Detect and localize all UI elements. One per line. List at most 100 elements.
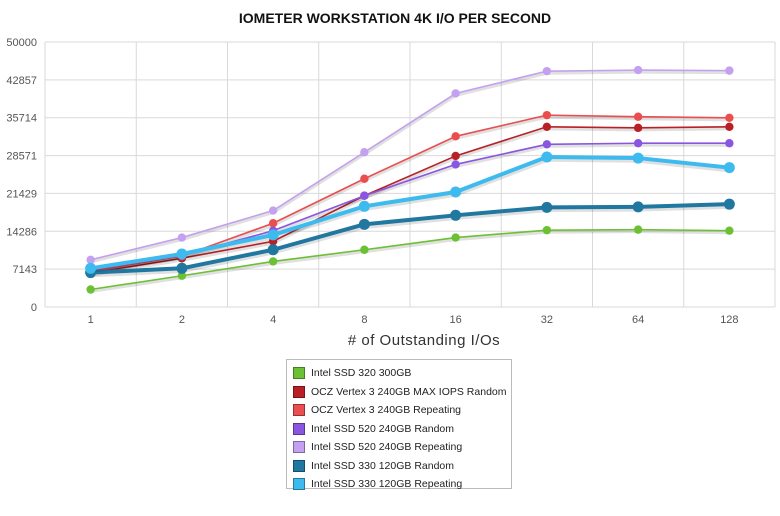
series-6: [85, 198, 735, 279]
series-7: [85, 151, 735, 274]
series-line-shadow: [90, 127, 730, 277]
data-point: [451, 233, 460, 242]
series-line: [90, 126, 730, 274]
data-point: [176, 248, 188, 260]
x-tick-label: 16: [450, 314, 462, 326]
series-line: [90, 202, 730, 275]
legend-item: OCZ Vertex 3 240GB MAX IOPS Random: [293, 383, 507, 402]
legend-swatch: [293, 459, 305, 472]
data-point: [633, 112, 643, 121]
data-point: [542, 122, 552, 131]
data-point: [360, 191, 369, 200]
y-tick-label: 28571: [6, 151, 37, 163]
legend-label: OCZ Vertex 3 240GB Repeating: [311, 404, 461, 417]
data-point: [86, 285, 95, 294]
series-line-shadow: [90, 143, 730, 274]
data-point: [360, 245, 369, 254]
legend-item: Intel SSD 330 120GB Random: [293, 457, 505, 476]
data-point: [542, 225, 552, 235]
data-point: [633, 65, 643, 75]
data-point: [723, 198, 735, 210]
data-point: [176, 262, 188, 274]
y-tick-label: 14286: [6, 226, 37, 238]
series-line-shadow: [90, 230, 730, 294]
y-tick-label: 42857: [6, 75, 37, 87]
legend-item: Intel SSD 520 240GB Random: [293, 420, 505, 439]
x-axis-label: # of Outstanding I/Os: [348, 332, 500, 349]
data-point: [632, 201, 644, 213]
x-axis: 1 2 4 8 16 32 64 128: [88, 314, 739, 326]
data-point: [267, 229, 279, 241]
data-point: [725, 226, 734, 235]
data-point: [85, 262, 97, 274]
y-tick-label: 0: [31, 302, 37, 314]
legend-label: Intel SSD 330 120GB Random: [311, 459, 455, 472]
legend-label: OCZ Vertex 3 240GB MAX IOPS Random: [311, 385, 507, 398]
legend-label: Intel SSD 330 120GB Repeating: [311, 478, 463, 491]
data-point: [632, 152, 644, 164]
legend-label: Intel SSD 320 300GB: [311, 367, 412, 380]
data-point: [450, 186, 462, 198]
data-point: [267, 244, 279, 256]
data-point: [268, 206, 278, 215]
data-point: [268, 219, 278, 228]
data-point: [725, 113, 734, 122]
x-tick-label: 2: [179, 314, 185, 326]
data-point: [451, 89, 460, 98]
data-point: [451, 160, 460, 169]
series-line: [90, 69, 730, 261]
legend-swatch: [293, 385, 305, 398]
grid: [44, 41, 776, 308]
data-point: [542, 66, 552, 76]
legend-item: Intel SSD 320 300GB: [293, 364, 505, 383]
data-point: [723, 162, 735, 174]
legend-label: Intel SSD 520 240GB Repeating: [311, 441, 463, 454]
series-5: [86, 65, 734, 265]
y-tick-label: 35714: [6, 113, 37, 125]
data-point: [633, 123, 643, 133]
data-point: [360, 174, 369, 183]
data-point: [451, 132, 460, 141]
x-tick-label: 8: [361, 314, 367, 326]
x-tick-label: 32: [541, 314, 553, 326]
data-point: [725, 139, 734, 148]
data-point: [358, 200, 370, 212]
data-point: [358, 218, 370, 230]
y-tick-label: 50000: [6, 37, 37, 49]
x-tick-label: 64: [632, 314, 644, 326]
data-point: [86, 255, 95, 265]
series-1: [86, 225, 734, 294]
series-line-shadow: [90, 70, 730, 264]
x-tick-label: 1: [88, 314, 94, 326]
legend-item: Intel SSD 330 120GB Repeating: [293, 475, 505, 494]
legend-swatch: [293, 441, 305, 454]
series-line: [90, 155, 730, 271]
y-tick-label: 7143: [13, 264, 37, 276]
legend-swatch: [293, 367, 305, 380]
legend-swatch: [293, 478, 305, 491]
data-point: [360, 148, 369, 157]
legend-item: OCZ Vertex 3 240GB Repeating: [293, 401, 505, 420]
x-tick-label: 128: [720, 314, 738, 326]
series-line: [90, 228, 730, 291]
data-point: [725, 122, 734, 131]
chart-title: IOMETER WORKSTATION 4K I/O PER SECOND: [239, 10, 551, 26]
data-point: [542, 140, 552, 149]
data-point: [542, 110, 552, 120]
data-point: [268, 257, 278, 266]
data-point: [541, 151, 553, 163]
data-point: [725, 66, 734, 75]
data-point: [450, 209, 462, 221]
y-tick-label: 21429: [6, 188, 37, 200]
legend-swatch: [293, 404, 305, 417]
legend-swatch: [293, 422, 305, 435]
data-point: [177, 233, 187, 242]
data-point: [633, 225, 643, 234]
data-point: [633, 139, 643, 148]
data-point: [177, 271, 187, 280]
data-point: [451, 151, 460, 161]
data-point: [541, 201, 553, 213]
series-group: [85, 65, 735, 294]
y-axis: 0 7143 14286 21429 28571 35714 42857 50000: [6, 37, 37, 314]
